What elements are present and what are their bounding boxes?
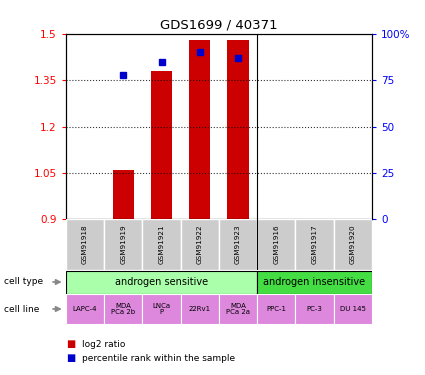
Text: percentile rank within the sample: percentile rank within the sample bbox=[82, 354, 235, 363]
Text: ■: ■ bbox=[66, 353, 75, 363]
Bar bbox=[181, 294, 219, 324]
Bar bbox=[142, 219, 181, 270]
Bar bbox=[219, 294, 257, 324]
Text: MDA
PCa 2a: MDA PCa 2a bbox=[226, 303, 250, 315]
Bar bbox=[104, 294, 142, 324]
Bar bbox=[66, 294, 104, 324]
Text: PPC-1: PPC-1 bbox=[266, 306, 286, 312]
Text: GSM91916: GSM91916 bbox=[273, 225, 279, 264]
Bar bbox=[257, 294, 295, 324]
Text: GSM91919: GSM91919 bbox=[120, 225, 126, 264]
Title: GDS1699 / 40371: GDS1699 / 40371 bbox=[160, 18, 278, 31]
Bar bbox=[257, 219, 295, 270]
Bar bbox=[295, 294, 334, 324]
Text: 22Rv1: 22Rv1 bbox=[189, 306, 211, 312]
Text: LNCa
P: LNCa P bbox=[153, 303, 170, 315]
Bar bbox=[227, 40, 249, 219]
Text: GSM91917: GSM91917 bbox=[312, 225, 317, 264]
Bar bbox=[142, 294, 181, 324]
Bar bbox=[66, 271, 257, 294]
Bar bbox=[151, 71, 172, 219]
Text: LAPC-4: LAPC-4 bbox=[73, 306, 97, 312]
Text: ■: ■ bbox=[66, 339, 75, 349]
Text: PC-3: PC-3 bbox=[306, 306, 323, 312]
Bar bbox=[181, 219, 219, 270]
Bar bbox=[295, 219, 334, 270]
Text: GSM91922: GSM91922 bbox=[197, 225, 203, 264]
Bar bbox=[189, 40, 210, 219]
Bar bbox=[66, 219, 104, 270]
Bar bbox=[257, 271, 372, 294]
Text: GSM91921: GSM91921 bbox=[159, 225, 164, 264]
Text: androgen insensitive: androgen insensitive bbox=[264, 277, 366, 287]
Text: MDA
PCa 2b: MDA PCa 2b bbox=[111, 303, 135, 315]
Text: androgen sensitive: androgen sensitive bbox=[115, 277, 208, 287]
Text: cell type: cell type bbox=[4, 278, 43, 286]
Text: GSM91918: GSM91918 bbox=[82, 225, 88, 264]
Text: GSM91920: GSM91920 bbox=[350, 225, 356, 264]
Bar bbox=[104, 219, 142, 270]
Bar bbox=[219, 219, 257, 270]
Text: cell line: cell line bbox=[4, 304, 40, 313]
Bar bbox=[334, 294, 372, 324]
Text: DU 145: DU 145 bbox=[340, 306, 366, 312]
Text: GSM91923: GSM91923 bbox=[235, 225, 241, 264]
Bar bbox=[334, 219, 372, 270]
Bar bbox=[113, 170, 134, 219]
Text: log2 ratio: log2 ratio bbox=[82, 340, 125, 349]
